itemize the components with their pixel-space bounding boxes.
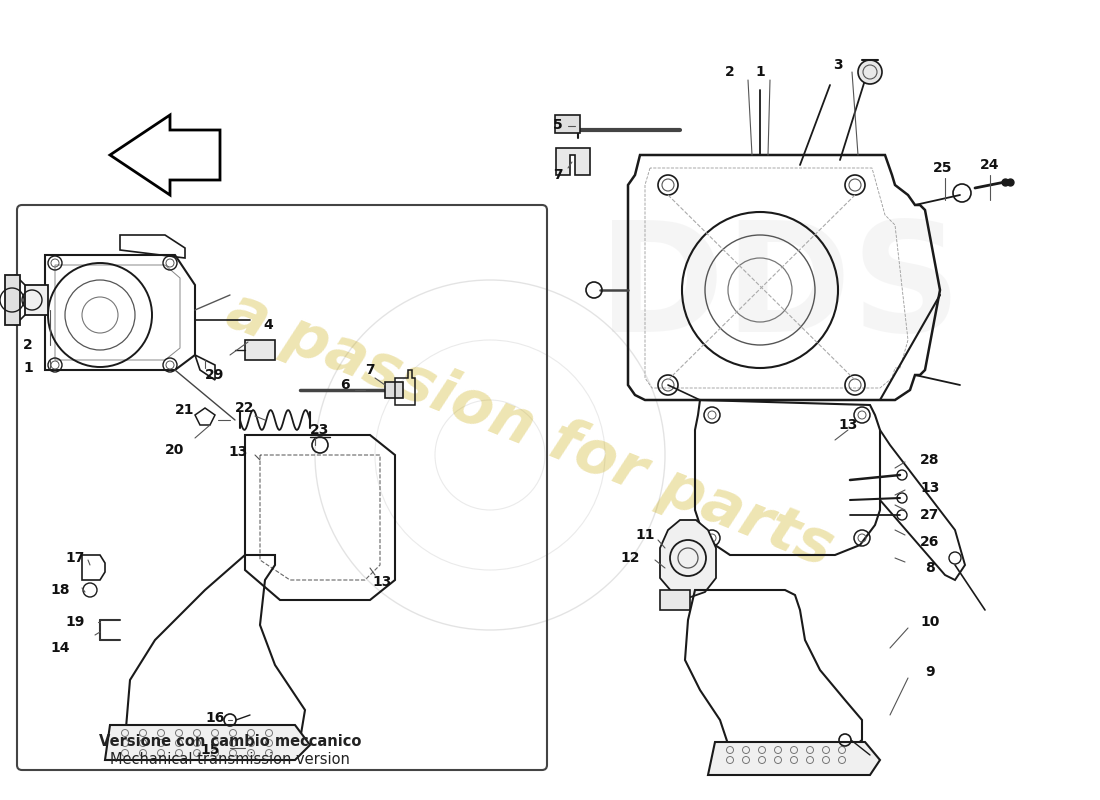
Text: 20: 20 — [165, 443, 185, 457]
Text: 12: 12 — [620, 551, 640, 565]
Text: 7: 7 — [553, 168, 563, 182]
Text: Versione con cambio meccanico: Versione con cambio meccanico — [99, 734, 361, 750]
Text: 23: 23 — [310, 423, 330, 437]
Text: 13: 13 — [838, 418, 858, 432]
Bar — [660, 590, 690, 610]
Text: 18: 18 — [51, 583, 69, 597]
Text: 13: 13 — [229, 445, 248, 459]
Bar — [385, 382, 403, 398]
Polygon shape — [708, 742, 880, 775]
Text: 10: 10 — [921, 615, 939, 629]
Text: 25: 25 — [933, 161, 953, 175]
Text: 7: 7 — [365, 363, 375, 377]
Text: 8: 8 — [925, 561, 935, 575]
Text: 1: 1 — [755, 65, 764, 79]
Text: 19: 19 — [65, 615, 85, 629]
Text: 1: 1 — [23, 361, 33, 375]
Polygon shape — [104, 725, 310, 760]
Polygon shape — [25, 285, 48, 315]
Text: 14: 14 — [51, 641, 69, 655]
Bar — [6, 275, 20, 325]
Text: 2: 2 — [725, 65, 735, 79]
Text: 28: 28 — [921, 453, 939, 467]
Text: 13: 13 — [372, 575, 392, 589]
Text: 17: 17 — [65, 551, 85, 565]
Text: DDS: DDS — [598, 215, 961, 365]
Text: 2: 2 — [23, 338, 33, 352]
Text: 16: 16 — [206, 711, 224, 725]
Text: 27: 27 — [921, 508, 939, 522]
Text: 13: 13 — [921, 481, 939, 495]
Polygon shape — [556, 148, 590, 175]
Text: 6: 6 — [340, 378, 350, 392]
Text: 5: 5 — [553, 118, 563, 132]
Text: Mechanical transmission version: Mechanical transmission version — [110, 753, 350, 767]
Text: 15: 15 — [200, 743, 220, 757]
Polygon shape — [660, 520, 716, 598]
Bar — [556, 115, 580, 133]
Text: 26: 26 — [921, 535, 939, 549]
Polygon shape — [110, 115, 220, 195]
Text: 9: 9 — [925, 665, 935, 679]
Text: 29: 29 — [206, 368, 224, 382]
Text: 3: 3 — [833, 58, 843, 72]
Text: 4: 4 — [263, 318, 273, 332]
Text: 24: 24 — [980, 158, 1000, 172]
Text: a passion for parts: a passion for parts — [218, 281, 842, 579]
Text: 22: 22 — [235, 401, 255, 415]
Circle shape — [858, 60, 882, 84]
Text: 21: 21 — [175, 403, 195, 417]
Text: 11: 11 — [636, 528, 654, 542]
Bar — [245, 340, 275, 360]
